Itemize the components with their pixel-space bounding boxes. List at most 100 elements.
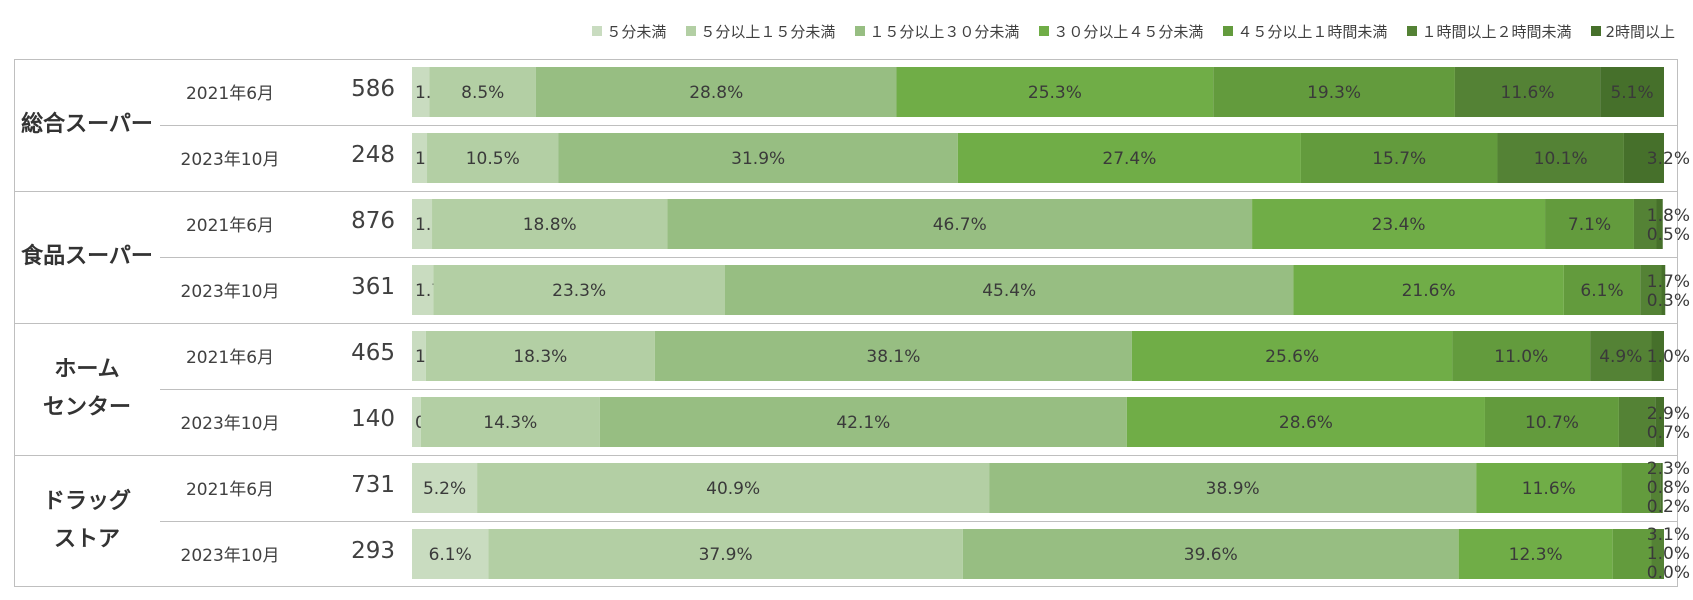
row-n-label: 361 (351, 274, 395, 300)
data-label: 1.8% (1647, 206, 1690, 226)
row-divider (160, 521, 1678, 522)
data-label: 10.1% (1534, 149, 1588, 169)
bar-segment (1655, 397, 1664, 447)
legend-swatch (686, 26, 697, 36)
bar-segment (429, 67, 536, 117)
data-label: 0.8% (1647, 478, 1690, 498)
data-label: 7.1% (1568, 215, 1611, 235)
row-n-label: 876 (351, 208, 395, 234)
bar-segment (1612, 529, 1652, 579)
data-label: 2.9% (1647, 404, 1690, 424)
legend-item: 2時間以上 (1591, 21, 1675, 42)
bar-segment (1452, 331, 1591, 381)
group-divider (14, 191, 1678, 192)
data-label: 3.2% (1647, 149, 1690, 169)
legend-swatch (592, 26, 603, 36)
data-label: 0.5% (1647, 225, 1690, 245)
row-date-label: 2021年6月 (185, 480, 275, 500)
bar-segment (1458, 529, 1613, 579)
bar-segment (425, 331, 655, 381)
bar-segment (1621, 463, 1651, 513)
bar-segment (558, 133, 958, 183)
bar-segment (1476, 463, 1622, 513)
data-label: 11.6% (1501, 83, 1555, 103)
data-label: 5.2% (423, 479, 466, 499)
data-label: 23.4% (1372, 215, 1426, 235)
bar-segment (667, 199, 1253, 249)
bar-segment (1252, 199, 1546, 249)
row-n-label: 140 (351, 406, 395, 432)
bar-segment (412, 331, 426, 381)
data-label: 5.1% (1610, 83, 1653, 103)
row-date-label: 2023年10月 (180, 546, 280, 566)
data-label: 46.7% (933, 215, 987, 235)
data-label: 27.4% (1102, 149, 1156, 169)
bar-segment (1213, 67, 1455, 117)
bar-segment (989, 463, 1477, 513)
row-date-label: 2023年10月 (180, 414, 280, 434)
bar-segment (1563, 265, 1641, 315)
chart-legend: ５分未満 ５分以上１５分未満 １５分以上３０分未満 ３０分以上４５分未満 ４５分以上１時… (592, 20, 1675, 42)
legend-item: ５分未満 (592, 21, 666, 42)
bar-segment (412, 133, 428, 183)
data-label: 21.6% (1402, 281, 1456, 301)
row-date-label: 2023年10月 (180, 150, 280, 170)
legend-label: １５分以上３０分未満 (869, 22, 1020, 41)
data-label: 10.5% (466, 149, 520, 169)
legend-item: １５分以上３０分未満 (855, 21, 1019, 42)
legend-label: １時間以上２時間未満 (1421, 22, 1572, 41)
data-label: 19.3% (1307, 83, 1361, 103)
data-label: 1.0% (1647, 347, 1690, 367)
bar-segment (412, 463, 478, 513)
data-label: 6.1% (429, 545, 472, 565)
data-label: 18.3% (513, 347, 567, 367)
legend-swatch (1407, 26, 1418, 36)
bar-segment (1600, 67, 1664, 117)
data-label: 8.5% (461, 83, 504, 103)
group-divider (14, 455, 1678, 456)
bar-segment (654, 331, 1132, 381)
bar-segment (535, 67, 897, 117)
bar-segment (420, 397, 600, 447)
legend-label: ５分以上１５分未満 (700, 22, 836, 41)
legend-item: ５分以上１５分未満 (686, 21, 835, 42)
bar-segment (427, 133, 559, 183)
data-label: 38.1% (866, 347, 920, 367)
data-label: 1.0% (1647, 544, 1690, 564)
data-label: 37.9% (699, 545, 753, 565)
bar-segment (896, 67, 1214, 117)
row-n-label: 248 (351, 142, 395, 168)
bar-segment (477, 463, 990, 513)
group-label: ドラッグ ストア (42, 489, 131, 552)
row-divider (160, 125, 1678, 126)
row-n-label: 586 (351, 76, 395, 102)
data-label: 0.0% (1647, 563, 1690, 583)
bar-segment (1656, 199, 1663, 249)
legend-item: １時間以上２時間未満 (1407, 21, 1571, 42)
bar-segment (1545, 199, 1634, 249)
bar-segment (1293, 265, 1564, 315)
data-label: 12.3% (1509, 545, 1563, 565)
data-label: 31.9% (731, 149, 785, 169)
bar-segment (412, 397, 421, 447)
row-date-label: 2021年6月 (185, 348, 275, 368)
row-divider (160, 257, 1678, 258)
group-label: 食品スーパー (21, 244, 153, 269)
bar-segment (432, 199, 668, 249)
bar-segment (1484, 397, 1619, 447)
data-label: 0.7% (1647, 423, 1690, 443)
bar-segment (957, 133, 1301, 183)
bar-segment (1661, 265, 1666, 315)
row-n-label: 731 (351, 472, 395, 498)
bar-segment (1623, 133, 1664, 183)
bar-segment (412, 67, 430, 117)
data-label: 25.3% (1028, 83, 1082, 103)
data-label: 18.8% (523, 215, 577, 235)
bar-segment (1497, 133, 1624, 183)
bar-segment (412, 529, 489, 579)
bar-segment (1454, 67, 1601, 117)
bar-segment (962, 529, 1459, 579)
data-label: 23.3% (552, 281, 606, 301)
data-label: 14.3% (483, 413, 537, 433)
legend-label: 2時間以上 (1605, 22, 1675, 41)
